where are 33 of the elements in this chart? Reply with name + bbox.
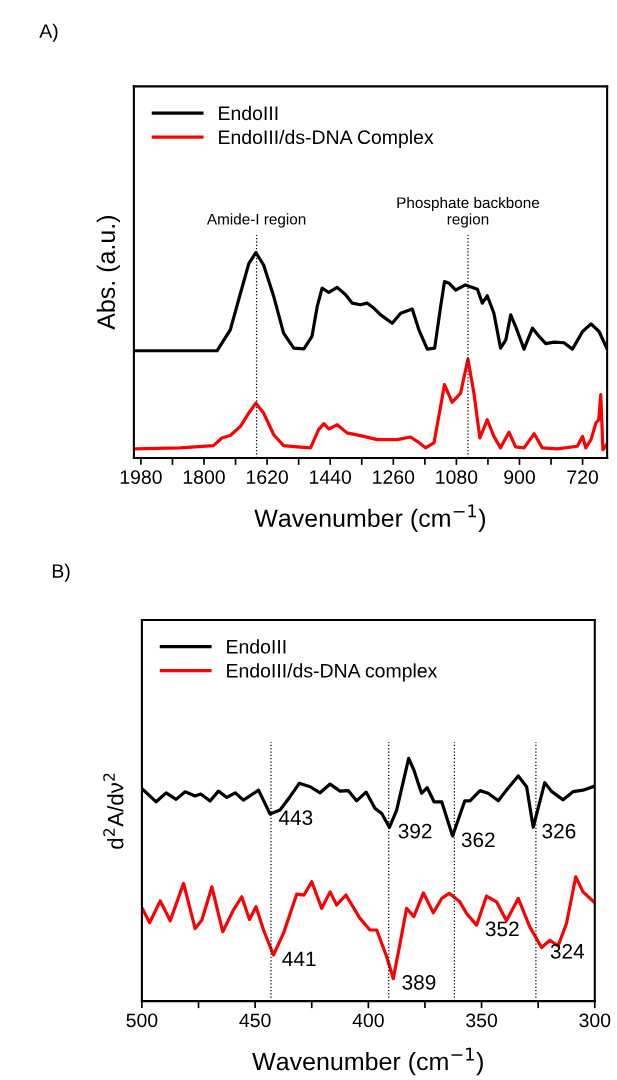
x-axis-title: Wavenumber (cm$^{−1}$) (254, 504, 486, 533)
annotation: 443 (278, 810, 313, 826)
legend-label: EndoIII/ds-DNA complex (227, 663, 438, 682)
x-tick-label: 1440 (310, 470, 352, 485)
ref-line-label: Amide-I region (206, 213, 306, 228)
legend-label: EndoIII/ds-DNA Complex (219, 129, 434, 148)
x-tick-label: 1260 (373, 470, 415, 485)
annotation: 352 (485, 921, 519, 937)
x-tick-label: 1980 (120, 470, 162, 485)
x-tick-label: 1800 (183, 470, 225, 485)
x-tick-label: 300 (579, 1013, 611, 1028)
legend-label: EndoIII (227, 639, 286, 654)
x-tick-label: 720 (567, 470, 599, 485)
annotation: 362 (461, 832, 495, 848)
ref-line-label: Phosphate backbone region (397, 196, 540, 228)
annotation: 324 (550, 943, 585, 959)
chart-title: A) (39, 23, 58, 42)
x-axis-title: Wavenumber (cm$^{−1}$) (252, 1047, 483, 1076)
x-tick-label: 1080 (436, 470, 478, 485)
annotation: 326 (542, 823, 576, 839)
legend-label: EndoIII (219, 105, 278, 121)
x-tick-label: 400 (352, 1013, 384, 1028)
x-tick-label: 350 (466, 1013, 498, 1028)
x-tick-label: 450 (239, 1013, 271, 1028)
annotation: 389 (402, 974, 436, 990)
x-tick-label: 900 (504, 470, 535, 485)
x-tick-label: 1620 (246, 470, 288, 485)
chart-title: B) (52, 563, 70, 582)
x-tick-label: 500 (126, 1013, 158, 1028)
annotation: 392 (398, 823, 432, 839)
y-axis-title: d$^{2}$A/dν$^{2}$ (103, 773, 124, 849)
y-axis-title: Abs. (a.u.) (96, 216, 120, 330)
annotation: 441 (282, 951, 316, 966)
